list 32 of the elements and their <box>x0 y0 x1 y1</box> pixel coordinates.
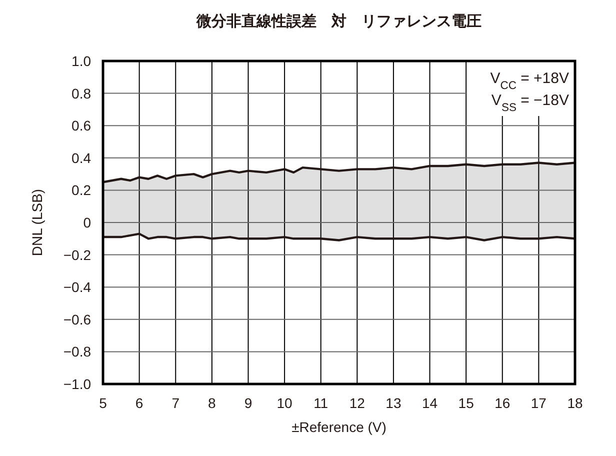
x-tick-label: 13 <box>386 395 402 411</box>
y-tick-label: −1.0 <box>63 376 92 392</box>
y-tick-label: 0.2 <box>72 182 92 198</box>
x-tick-label: 15 <box>458 395 474 411</box>
annotation: V$_{SS}$ = −18V <box>491 92 569 114</box>
x-tick-label: 6 <box>135 395 144 411</box>
y-tick-label: 0.6 <box>72 118 92 134</box>
y-axis-title: DNL (LSB) <box>29 188 45 256</box>
x-tick-label: 7 <box>172 395 180 411</box>
x-tick-label: 11 <box>314 395 328 411</box>
x-tick-label: 12 <box>349 395 366 411</box>
y-tick-label: −0.6 <box>63 311 92 328</box>
annotation: V$_{CC}$ = +18V <box>490 70 569 92</box>
x-tick-label: 16 <box>494 395 510 411</box>
x-tick-label: 5 <box>99 395 108 411</box>
y-tick-label: 0.8 <box>72 85 92 102</box>
x-axis-title: ±Reference (V) <box>292 419 386 435</box>
chart-title: 微分非直線性誤差 対 リファレンス電圧 <box>196 12 482 30</box>
y-tick-label: −0.8 <box>63 344 92 360</box>
x-tick-label: 18 <box>567 395 583 411</box>
x-tick-label: 10 <box>276 395 293 411</box>
y-tick-label: 0 <box>83 214 92 230</box>
y-tick-label: 0.4 <box>72 150 92 166</box>
x-tick-label: 8 <box>208 395 216 411</box>
line-series <box>102 162 576 184</box>
y-tick-label: −0.2 <box>63 246 92 263</box>
x-tick-label: 9 <box>244 395 252 411</box>
y-tick-label: −0.4 <box>63 279 92 296</box>
y-tick-label: 1.0 <box>72 53 92 69</box>
x-tick-label: 14 <box>422 395 438 411</box>
x-tick-label: 17 <box>530 395 547 411</box>
line-series <box>102 232 576 242</box>
